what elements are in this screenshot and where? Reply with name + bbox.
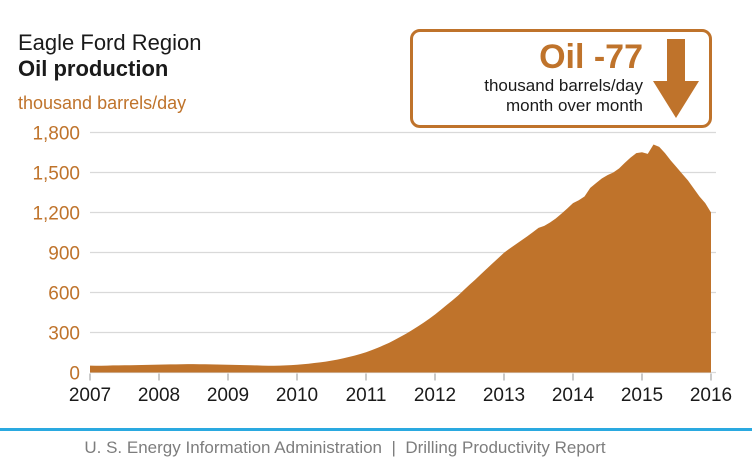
y-tick-label: 0 xyxy=(69,364,80,385)
down-arrow-icon xyxy=(653,39,699,118)
x-tick-label: 2008 xyxy=(138,385,180,406)
callout-text: Oil -77 thousand barrels/day month over … xyxy=(484,37,643,117)
region-title: Eagle Ford Region xyxy=(18,30,202,55)
x-tick-label: 2013 xyxy=(483,385,525,406)
x-tick-label: 2007 xyxy=(69,385,111,406)
x-tick-label: 2009 xyxy=(207,385,249,406)
x-tick-label: 2011 xyxy=(346,385,387,406)
y-tick-label: 900 xyxy=(48,244,80,265)
oil-production-series xyxy=(90,144,711,373)
y-tick-label: 600 xyxy=(48,284,80,305)
plot-area: 2007 2008 2009 2010 2011 2012 2013 2014 2015 2016… xyxy=(32,124,732,407)
callout-unit: thousand barrels/day xyxy=(484,75,643,95)
y-tick-label: 1,500 xyxy=(32,164,80,185)
callout-period: month over month xyxy=(505,96,643,116)
y-tick-label: 1,200 xyxy=(32,204,80,225)
y-tick-label: 1,800 xyxy=(32,124,80,145)
x-tick-label: 2010 xyxy=(276,385,318,406)
x-tick-label: 2014 xyxy=(552,385,595,406)
x-tick-label: 2012 xyxy=(414,385,456,406)
callout-headline: Oil -77 xyxy=(539,37,643,76)
unit-label: thousand barrels/day xyxy=(18,92,187,113)
x-tick-label: 2016 xyxy=(690,385,732,406)
y-tick-label: 300 xyxy=(48,324,80,345)
title-block: Eagle Ford Region Oil production thousan… xyxy=(18,30,201,114)
callout-box: Oil -77 thousand barrels/day month over … xyxy=(410,29,712,128)
footer-divider xyxy=(0,428,752,431)
footer-attribution: U. S. Energy Information Administration … xyxy=(84,438,606,457)
x-tick-label: 2015 xyxy=(621,385,663,406)
chart-title: Oil production xyxy=(18,55,169,81)
